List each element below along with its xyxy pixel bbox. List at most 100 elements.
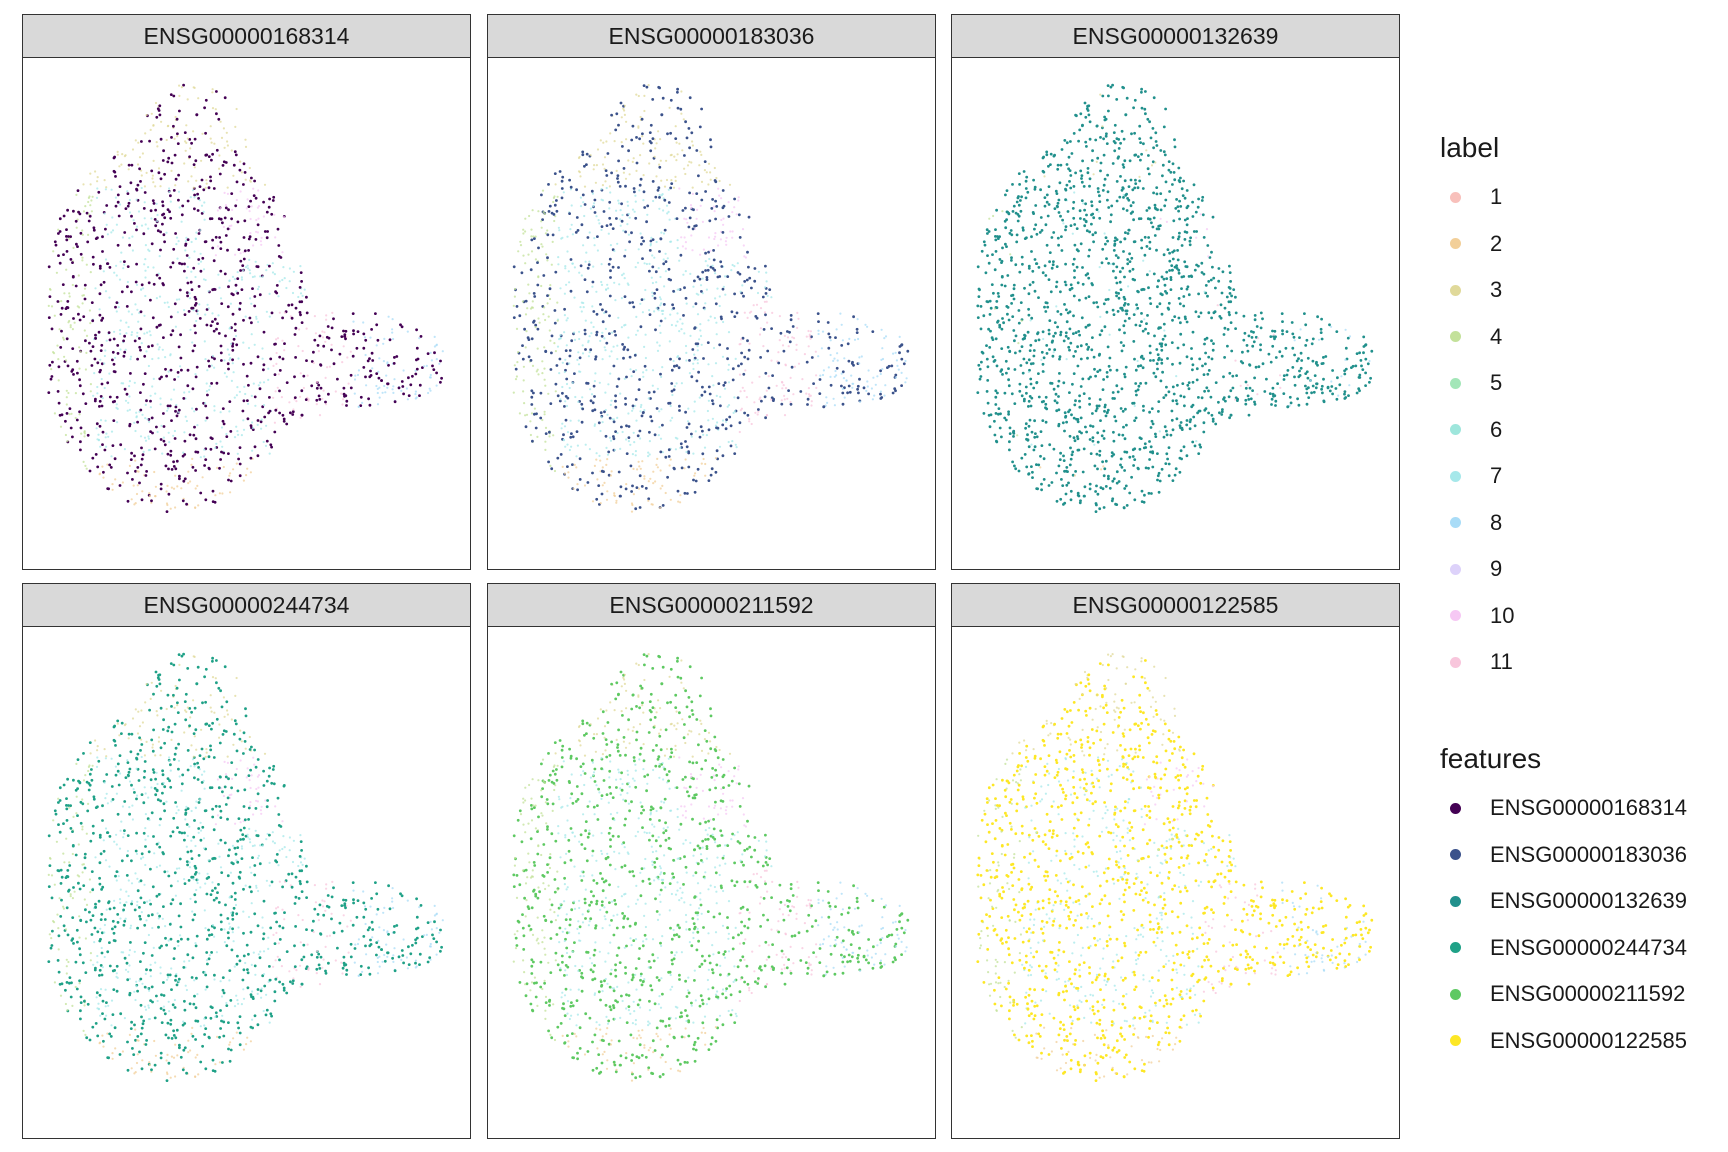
label-point (634, 200, 637, 203)
label-point (639, 154, 642, 157)
feature-point (144, 474, 148, 477)
feature-point (1118, 280, 1122, 284)
feature-point (714, 470, 718, 474)
feature-point (1150, 419, 1154, 423)
label-point (693, 410, 696, 413)
label-point (592, 168, 595, 171)
feature-point (1115, 368, 1119, 372)
label-point (541, 189, 545, 192)
feature-point (1161, 370, 1164, 374)
label-point (546, 302, 549, 305)
label-point (148, 494, 151, 498)
feature-point (1079, 499, 1082, 503)
label-point (192, 130, 195, 133)
feature-point (207, 155, 211, 158)
label-point (133, 381, 136, 384)
label-point (709, 178, 712, 181)
feature-point (1171, 162, 1175, 166)
label-point (628, 216, 631, 219)
feature-point (1139, 158, 1142, 162)
label-point (103, 179, 106, 182)
feature-point (215, 148, 219, 152)
feature-point (1021, 228, 1025, 232)
feature-point (1049, 152, 1053, 156)
feature-point (411, 374, 414, 378)
feature-point (579, 264, 583, 268)
feature-point (216, 322, 219, 325)
label-point (573, 296, 576, 299)
feature-point (1122, 137, 1126, 141)
feature-point (805, 360, 809, 364)
feature-point (386, 382, 389, 386)
feature-point (169, 265, 173, 269)
feature-point (677, 366, 681, 370)
feature-point (593, 408, 597, 412)
label-point (522, 390, 525, 393)
label-point (173, 137, 176, 140)
label-point (665, 204, 669, 207)
label-point (833, 404, 836, 407)
feature-point (243, 219, 247, 223)
label-point (172, 487, 176, 490)
label-point (59, 425, 63, 428)
facet-plot-area (22, 58, 471, 570)
label-point (1158, 430, 1161, 433)
feature-point (1092, 216, 1096, 220)
feature-point (400, 325, 404, 329)
feature-point (1084, 140, 1088, 144)
label-point (219, 120, 222, 123)
feature-point (1193, 424, 1197, 428)
feature-point (1147, 466, 1150, 470)
feature-point (1053, 207, 1057, 211)
label-point (95, 427, 98, 430)
feature-point (574, 231, 578, 234)
feature-point (232, 337, 236, 341)
label-point (732, 411, 735, 414)
label-point (353, 378, 357, 381)
feature-point (1200, 271, 1204, 274)
feature-point (1031, 476, 1034, 479)
label-point (700, 462, 703, 465)
feature-point (1084, 202, 1087, 206)
label-point (196, 312, 199, 316)
label-point (726, 405, 729, 408)
label-point (589, 154, 592, 157)
feature-point (131, 478, 134, 481)
label-point (213, 142, 216, 145)
feature-point (1319, 327, 1323, 331)
label-point (104, 419, 107, 422)
label-point (600, 280, 603, 284)
label-point (637, 125, 640, 128)
label-point (780, 380, 784, 384)
feature-point (654, 270, 658, 274)
label-point (522, 232, 525, 235)
feature-point (694, 302, 698, 306)
feature-point (1178, 217, 1181, 221)
label-point (197, 262, 200, 265)
feature-point (1331, 369, 1334, 372)
feature-point (1069, 186, 1073, 190)
feature-point (1103, 177, 1107, 181)
feature-point (544, 350, 548, 353)
feature-point (1098, 453, 1102, 457)
label-point (786, 336, 790, 339)
label-point (214, 446, 217, 449)
label-point (570, 204, 573, 207)
feature-point (858, 377, 861, 381)
label-point (1203, 290, 1206, 293)
feature-point (1148, 240, 1152, 244)
feature-point (1191, 363, 1195, 367)
feature-point (1192, 183, 1196, 187)
feature-point (764, 313, 767, 317)
feature-point (86, 433, 90, 437)
label-point (219, 297, 223, 300)
label-point (636, 329, 639, 332)
feature-point (269, 443, 273, 447)
feature-point (1068, 391, 1071, 394)
feature-point (560, 187, 564, 190)
feature-point (176, 132, 179, 136)
label-point (262, 381, 266, 384)
feature-point (1328, 323, 1331, 327)
feature-point (1250, 336, 1254, 339)
feature-point (1073, 403, 1077, 407)
